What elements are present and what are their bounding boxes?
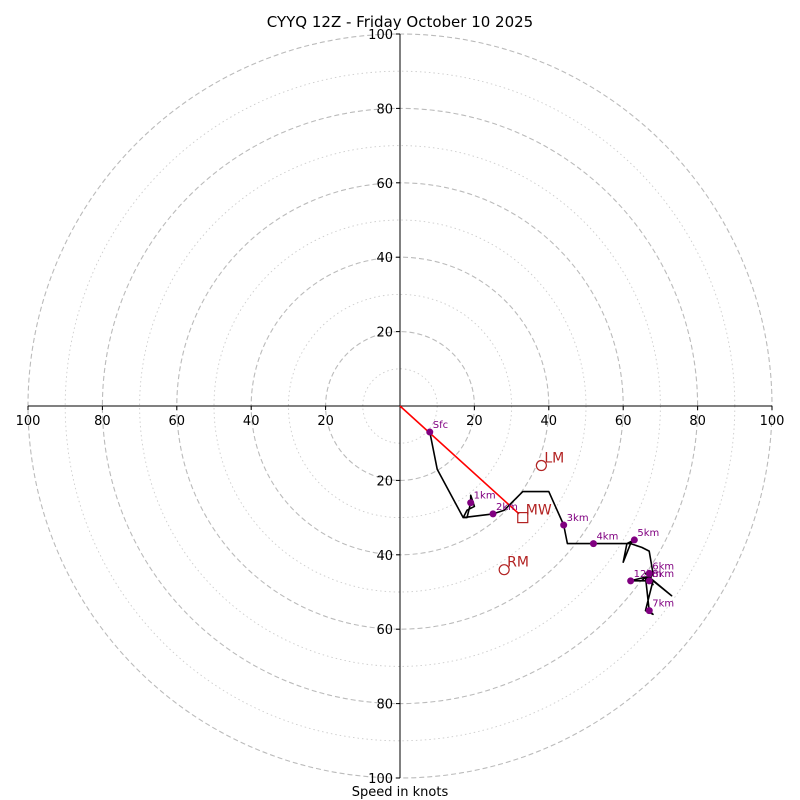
x-tick-label: 80 xyxy=(689,414,706,429)
height-marker xyxy=(630,536,638,544)
height-marker-label: 7km xyxy=(652,599,674,610)
shear-vector-layer xyxy=(399,405,520,515)
x-tick-label: 80 xyxy=(94,414,111,429)
storm-motion-marker xyxy=(498,564,510,576)
y-tick-label: 20 xyxy=(376,326,393,341)
height-marker xyxy=(627,577,635,585)
height-marker xyxy=(489,510,497,518)
x-tick-label: 60 xyxy=(615,414,632,429)
x-tick-label: 60 xyxy=(169,414,186,429)
hodograph-trace xyxy=(429,431,673,616)
x-tick-label: 40 xyxy=(243,414,260,429)
tick-labels: 100 80 60 40 20 20 40 60 80 100 20 40 60 80 100 20 40 60 8… xyxy=(16,28,785,787)
storm-motion-label: MW xyxy=(526,503,552,519)
chart-title: CYYQ 12Z - Friday October 10 2025 xyxy=(267,13,533,31)
y-tick-label: 60 xyxy=(376,177,393,192)
height-marker-label: 4km xyxy=(596,532,618,543)
storm-motion-label: RM xyxy=(507,555,529,571)
height-marker xyxy=(426,428,434,436)
hodograph-trace-layer xyxy=(429,431,673,616)
height-marker xyxy=(560,521,568,529)
storm-motion-layer: LM MW RM xyxy=(498,451,564,576)
y-tick-label: 80 xyxy=(376,102,393,117)
height-marker-label: 5km xyxy=(637,528,659,539)
y-tick-label: 20 xyxy=(376,474,393,489)
storm-motion-marker xyxy=(517,511,529,524)
height-marker xyxy=(645,607,653,615)
shear-vector-line xyxy=(399,405,520,515)
y-tick-label: 80 xyxy=(376,698,393,713)
height-marker xyxy=(589,540,597,548)
x-tick-label: 20 xyxy=(466,414,483,429)
height-marker-label: 3km xyxy=(567,513,589,524)
x-tick-label: 100 xyxy=(16,414,41,429)
height-marker-label: 2km xyxy=(496,502,518,513)
height-marker-label: 6km xyxy=(652,561,674,572)
y-tick-label: 40 xyxy=(376,549,393,564)
height-marker-label: 1km xyxy=(474,491,496,502)
y-tick-label: 40 xyxy=(376,251,393,266)
height-marker-label: 12km xyxy=(634,569,662,580)
x-tick-label: 20 xyxy=(317,414,334,429)
height-marker-label: Sfc xyxy=(433,420,448,431)
height-marker xyxy=(645,577,653,585)
height-marker-label: 8km xyxy=(652,569,674,580)
height-marker xyxy=(645,569,653,577)
y-tick-label: 100 xyxy=(368,28,393,43)
height-marker xyxy=(467,499,475,507)
x-tick-label: 100 xyxy=(760,414,785,429)
y-tick-label: 100 xyxy=(368,772,393,787)
storm-motion-label: LM xyxy=(544,451,564,467)
x-axis-label: Speed in knots xyxy=(352,785,449,800)
x-tick-label: 40 xyxy=(541,414,558,429)
y-tick-label: 60 xyxy=(376,623,393,638)
storm-motion-marker xyxy=(535,459,547,472)
